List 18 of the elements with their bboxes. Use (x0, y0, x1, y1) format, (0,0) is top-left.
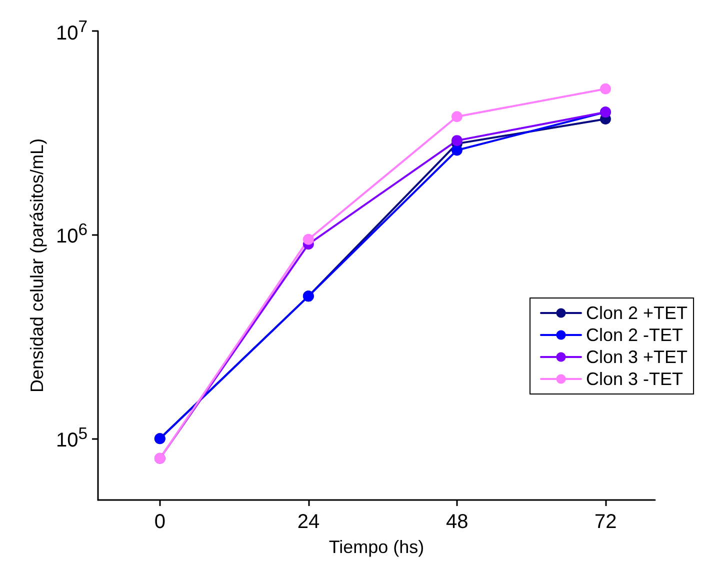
point (451, 135, 462, 146)
point (600, 83, 611, 94)
x-tick-label: 48 (446, 511, 468, 533)
y-axis-title: Densidad celular (parásitos/mL) (27, 138, 47, 393)
x-axis-title: Tiempo (hs) (328, 537, 424, 557)
legend-label: Clon 3 +TET (586, 347, 688, 367)
point (451, 111, 462, 122)
point (302, 234, 314, 245)
x-tick-label: 24 (297, 511, 320, 533)
point (451, 144, 462, 156)
legend-label: Clon 3 -TET (586, 369, 684, 389)
y-tick-label: 10$^{6}$ (56, 220, 88, 248)
x-tick-label: 0 (154, 511, 166, 533)
x-tick-label: 72 (594, 511, 617, 533)
y-tick-label: 10$^{7}$ (56, 16, 88, 44)
legend-label: Clon 2 -TET (586, 325, 684, 345)
y-tick-label: 10$^{5}$ (56, 424, 88, 452)
legend-label: Clon 2 +TET (586, 303, 688, 323)
